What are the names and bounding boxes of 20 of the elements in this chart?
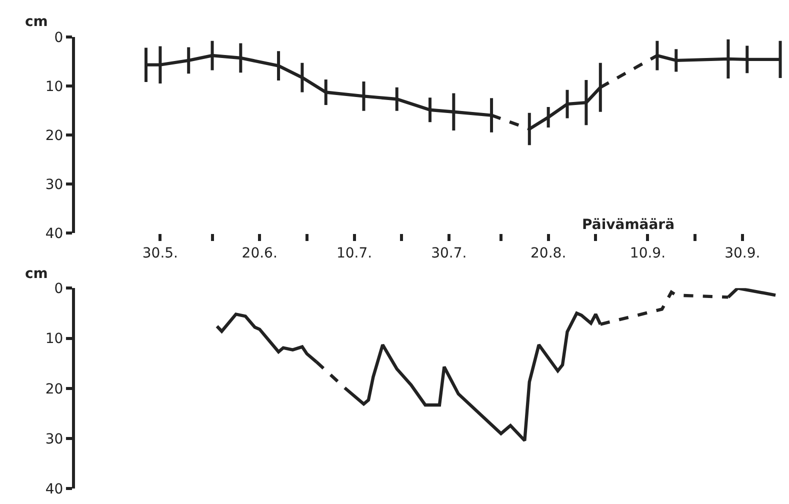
x-tick-label: 10.7. [336,246,372,262]
y-tick-label: 40 [45,482,64,498]
y-tick-label: 0 [54,281,64,298]
y-tick-label: 40 [45,226,64,242]
y-tick-label: 10 [45,78,64,95]
x-tick-label: 20.6. [242,246,278,262]
y-axis-title: cm [25,14,48,30]
x-axis-title: Päivämäärä [582,217,675,233]
x-tick-label: 10.9. [630,246,666,262]
y-tick-label: 30 [45,176,64,193]
x-tick-label: 30.7. [431,246,467,262]
x-tick-label: 20.8. [530,246,566,262]
y-axis-title: cm [25,266,48,282]
y-tick-label: 0 [54,30,64,46]
y-tick-label: 30 [45,431,64,448]
x-tick-label: 30.9. [724,246,760,262]
y-tick-label: 20 [45,381,64,398]
x-tick-label: 30.5. [142,246,178,262]
y-tick-label: 10 [45,331,64,348]
y-tick-label: 20 [45,128,64,144]
